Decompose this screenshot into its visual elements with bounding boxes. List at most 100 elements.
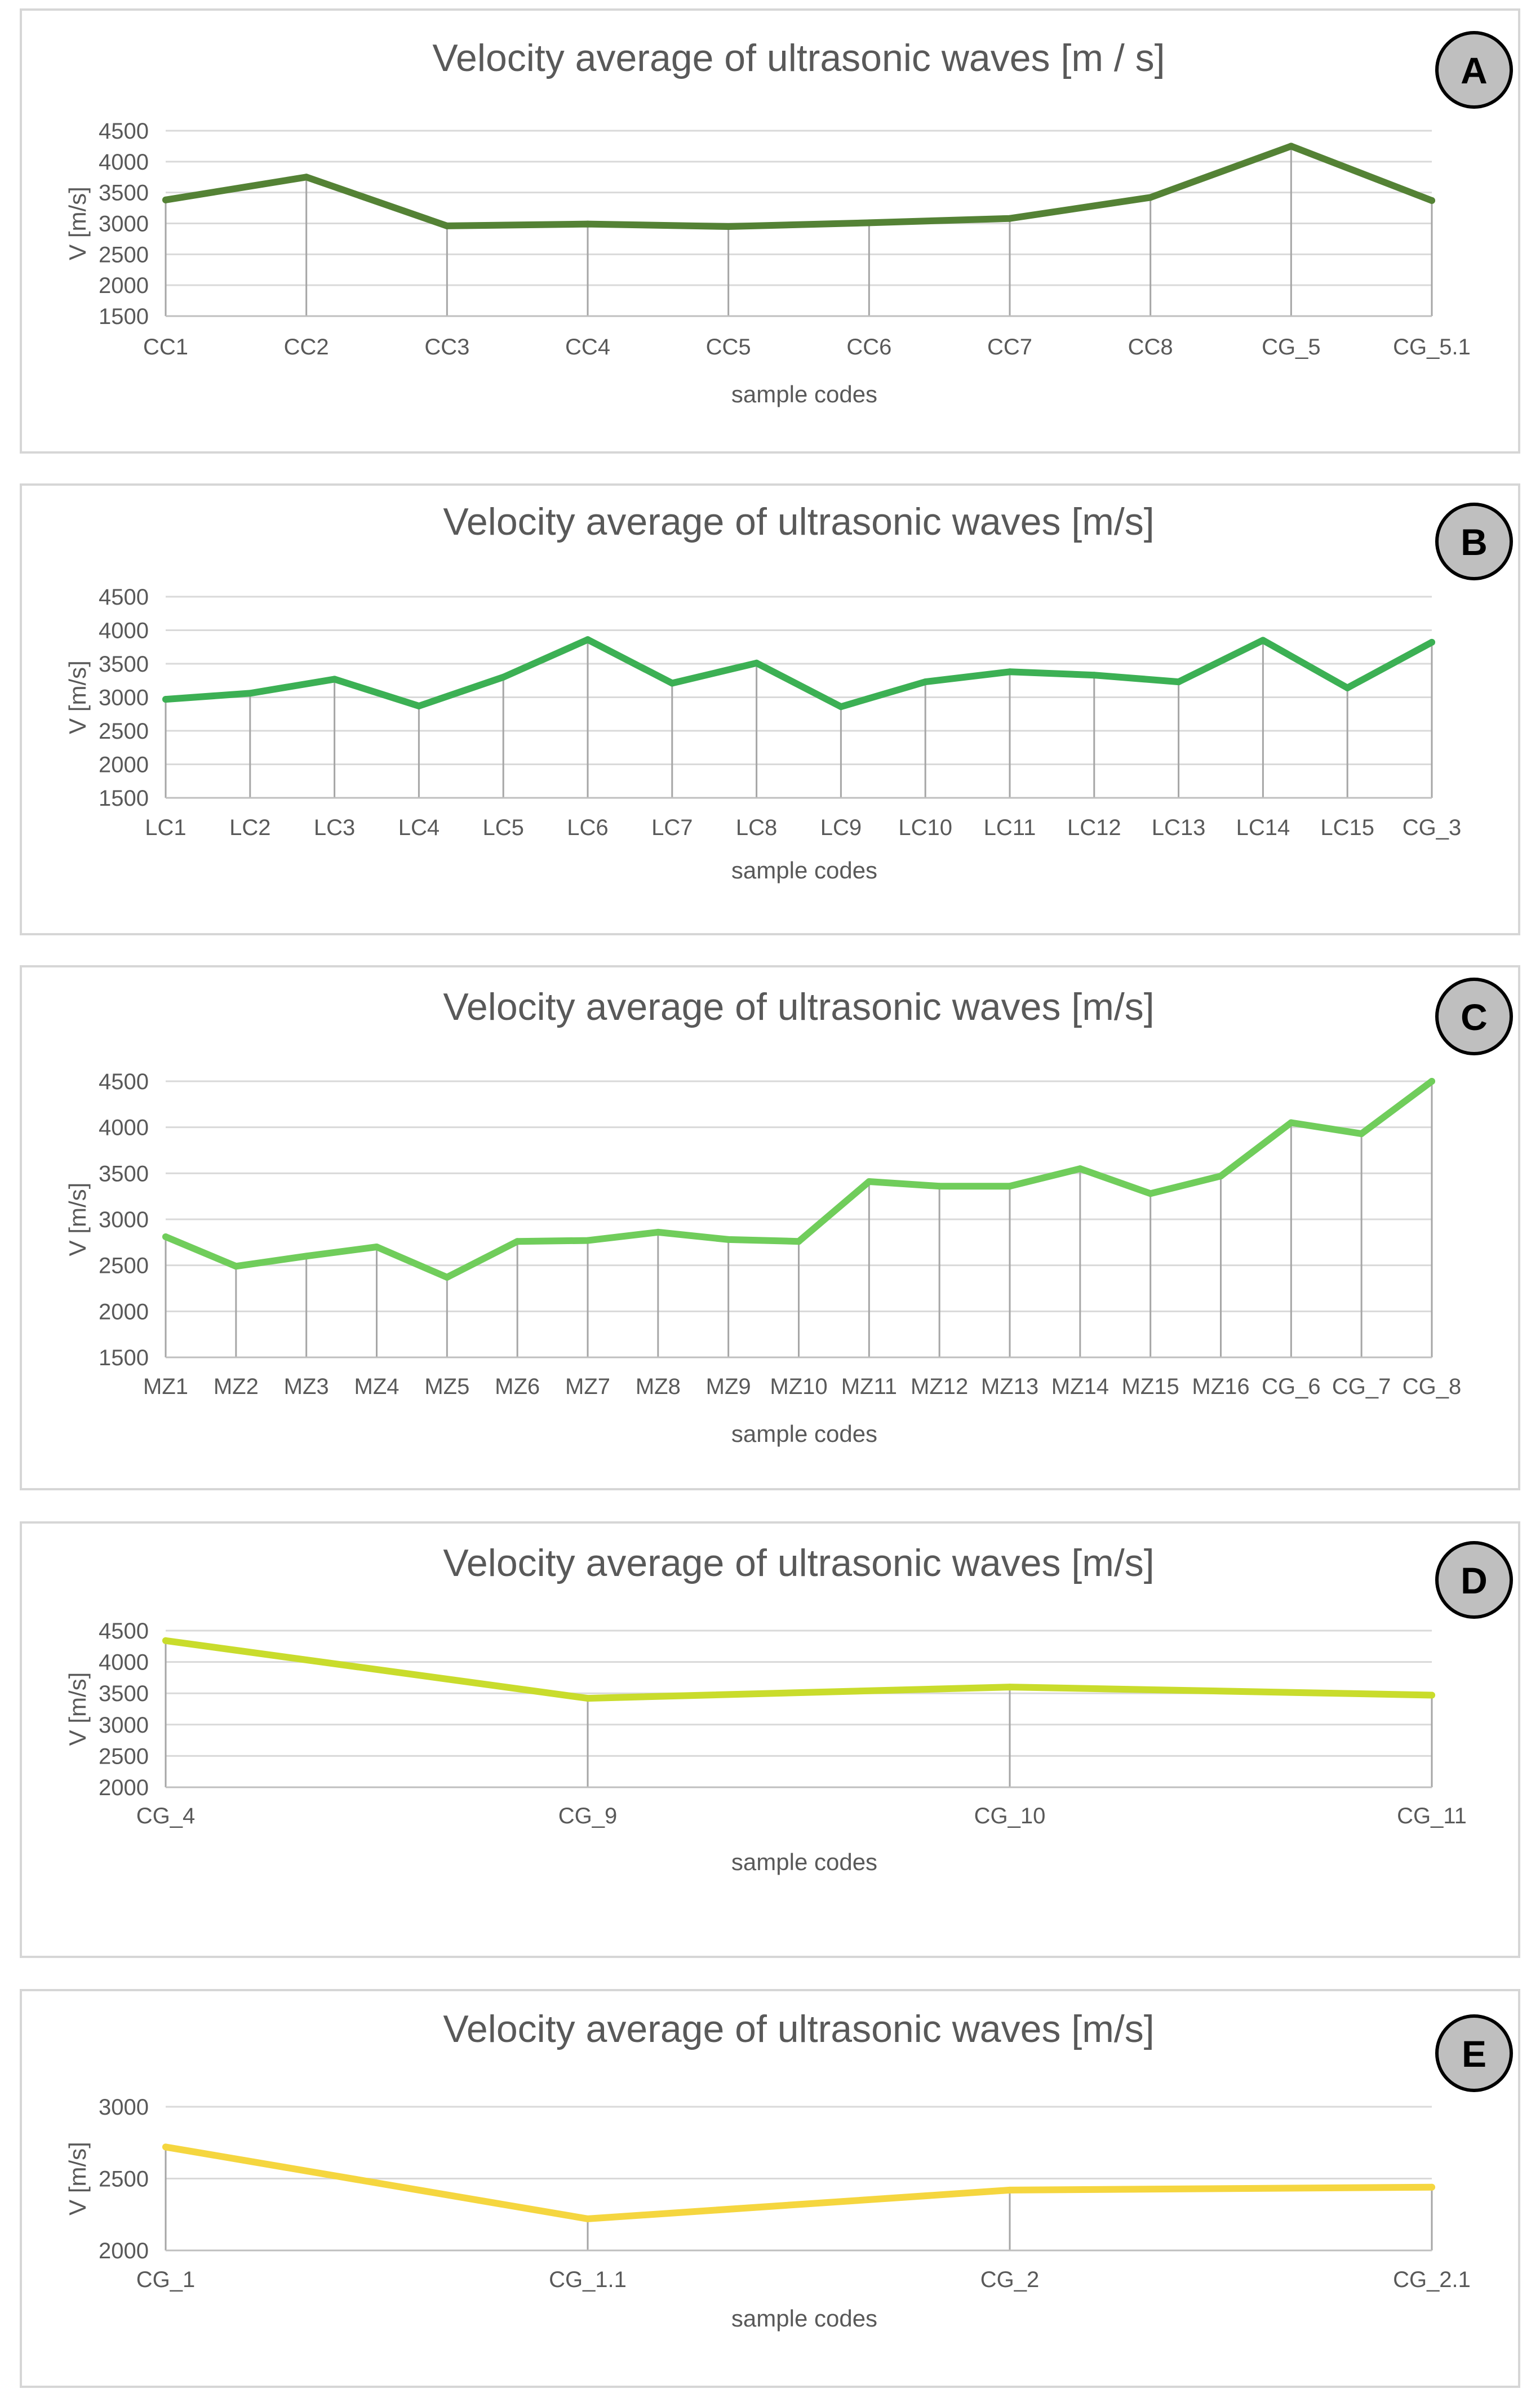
- panel-badge-letter: D: [1461, 1560, 1488, 1601]
- data-point: [500, 673, 507, 681]
- x-tick-label: CG_7: [1332, 1374, 1391, 1399]
- data-point: [331, 676, 338, 683]
- x-tick-label: LC2: [229, 815, 270, 840]
- line-chart-c: Velocity average of ultrasonic waves [m/…: [64, 978, 1513, 1447]
- y-tick-label: 1500: [99, 1346, 149, 1370]
- data-point: [1344, 684, 1351, 691]
- data-point: [1076, 1165, 1084, 1173]
- y-tick-label: 2500: [99, 1254, 149, 1278]
- data-point: [584, 1695, 591, 1702]
- x-tick-label: CG_10: [974, 1804, 1046, 1828]
- x-tick-label: LC12: [1067, 815, 1121, 840]
- panel-badge: [1435, 978, 1513, 1055]
- data-point: [1428, 1691, 1435, 1699]
- panel-badge: [1435, 503, 1513, 580]
- y-tick-label: 3000: [99, 212, 149, 237]
- x-axis-title: sample codes: [731, 381, 877, 407]
- data-point: [162, 2143, 169, 2151]
- x-axis-title: sample codes: [731, 1420, 877, 1447]
- y-axis-title: V [m/s]: [64, 660, 91, 734]
- x-tick-label: CC8: [1128, 335, 1173, 359]
- data-point: [866, 219, 873, 227]
- y-tick-label: 4000: [99, 150, 149, 175]
- data-point: [1428, 1078, 1435, 1085]
- x-tick-label: MZ7: [565, 1374, 610, 1399]
- x-tick-label: CG_6: [1262, 1374, 1321, 1399]
- x-tick-label: MZ11: [841, 1374, 897, 1399]
- y-axis-title: V [m/s]: [64, 1672, 91, 1746]
- x-tick-label: CG_2.1: [1393, 2267, 1471, 2292]
- line-chart-d: Velocity average of ultrasonic waves [m/…: [64, 1541, 1513, 1875]
- y-tick-label: 1500: [99, 786, 149, 811]
- x-tick-label: CC2: [284, 335, 329, 359]
- x-tick-label: LC8: [736, 815, 777, 840]
- x-tick-label: LC6: [567, 815, 608, 840]
- x-tick-label: CC5: [706, 335, 751, 359]
- data-point: [1288, 143, 1295, 150]
- data-point: [584, 1237, 591, 1244]
- x-tick-label: MZ14: [1051, 1374, 1109, 1399]
- y-axis-title: V [m/s]: [64, 2142, 91, 2215]
- data-point: [1259, 637, 1267, 644]
- y-tick-label: 4000: [99, 1116, 149, 1140]
- series-line: [162, 2143, 1435, 2222]
- y-tick-label: 4500: [99, 119, 149, 144]
- data-point: [1006, 1684, 1013, 1691]
- x-tick-label: LC15: [1320, 815, 1374, 840]
- data-point: [443, 1273, 451, 1281]
- y-tick-label: 2000: [99, 753, 149, 778]
- data-point: [1006, 1183, 1013, 1190]
- y-tick-label: 4000: [99, 619, 149, 643]
- data-point: [1428, 638, 1435, 646]
- x-tick-label: MZ12: [911, 1374, 968, 1399]
- panel-badge-letter: B: [1461, 521, 1488, 563]
- data-point: [922, 678, 929, 686]
- chart-panel-e: Velocity average of ultrasonic waves [m/…: [20, 1989, 1520, 2388]
- x-tick-label: CG_11: [1397, 1804, 1467, 1828]
- x-tick-label: CC6: [846, 335, 891, 359]
- data-point: [725, 223, 732, 230]
- data-point: [837, 703, 845, 711]
- data-point: [1006, 2186, 1013, 2194]
- data-point: [162, 696, 169, 703]
- data-point: [1428, 2183, 1435, 2191]
- chart-panel-a: Velocity average of ultrasonic waves [m …: [20, 8, 1520, 454]
- data-point: [1175, 678, 1182, 686]
- data-point: [584, 2215, 591, 2222]
- x-tick-label: MZ16: [1192, 1374, 1249, 1399]
- y-tick-label: 4500: [99, 585, 149, 610]
- data-point: [1428, 197, 1435, 204]
- series-line: [162, 1637, 1435, 1702]
- panel-badge-letter: A: [1461, 50, 1488, 91]
- x-tick-label: LC10: [898, 815, 952, 840]
- x-tick-label: LC14: [1236, 815, 1290, 840]
- series-line: [162, 143, 1435, 230]
- panel-badge: [1435, 31, 1513, 109]
- y-tick-label: 3500: [99, 1161, 149, 1186]
- data-point: [1147, 1190, 1154, 1197]
- x-tick-label: MZ1: [143, 1374, 188, 1399]
- x-tick-label: MZ8: [636, 1374, 681, 1399]
- y-tick-label: 3000: [99, 2095, 149, 2120]
- y-tick-label: 2000: [99, 1299, 149, 1324]
- data-point: [373, 1244, 380, 1250]
- x-tick-label: MZ4: [354, 1374, 400, 1399]
- x-tick-label: CC7: [987, 335, 1032, 359]
- x-tick-label: CC4: [565, 335, 610, 359]
- data-point: [725, 1236, 732, 1243]
- data-point: [1006, 668, 1013, 676]
- chart-panel-c: Velocity average of ultrasonic waves [m/…: [20, 965, 1520, 1490]
- chart-title: Velocity average of ultrasonic waves [m …: [432, 37, 1165, 79]
- data-point: [1358, 1130, 1365, 1138]
- y-tick-label: 1500: [99, 304, 149, 329]
- y-tick-label: 2500: [99, 719, 149, 744]
- x-tick-label: CG_9: [558, 1804, 618, 1828]
- data-point: [303, 1253, 310, 1260]
- data-point: [1288, 1119, 1295, 1126]
- data-point: [668, 680, 676, 687]
- y-tick-label: 3000: [99, 1207, 149, 1232]
- x-tick-label: CG_1.1: [549, 2267, 627, 2292]
- data-point: [443, 222, 451, 229]
- y-tick-label: 3500: [99, 181, 149, 206]
- x-tick-label: CG_5: [1262, 335, 1321, 359]
